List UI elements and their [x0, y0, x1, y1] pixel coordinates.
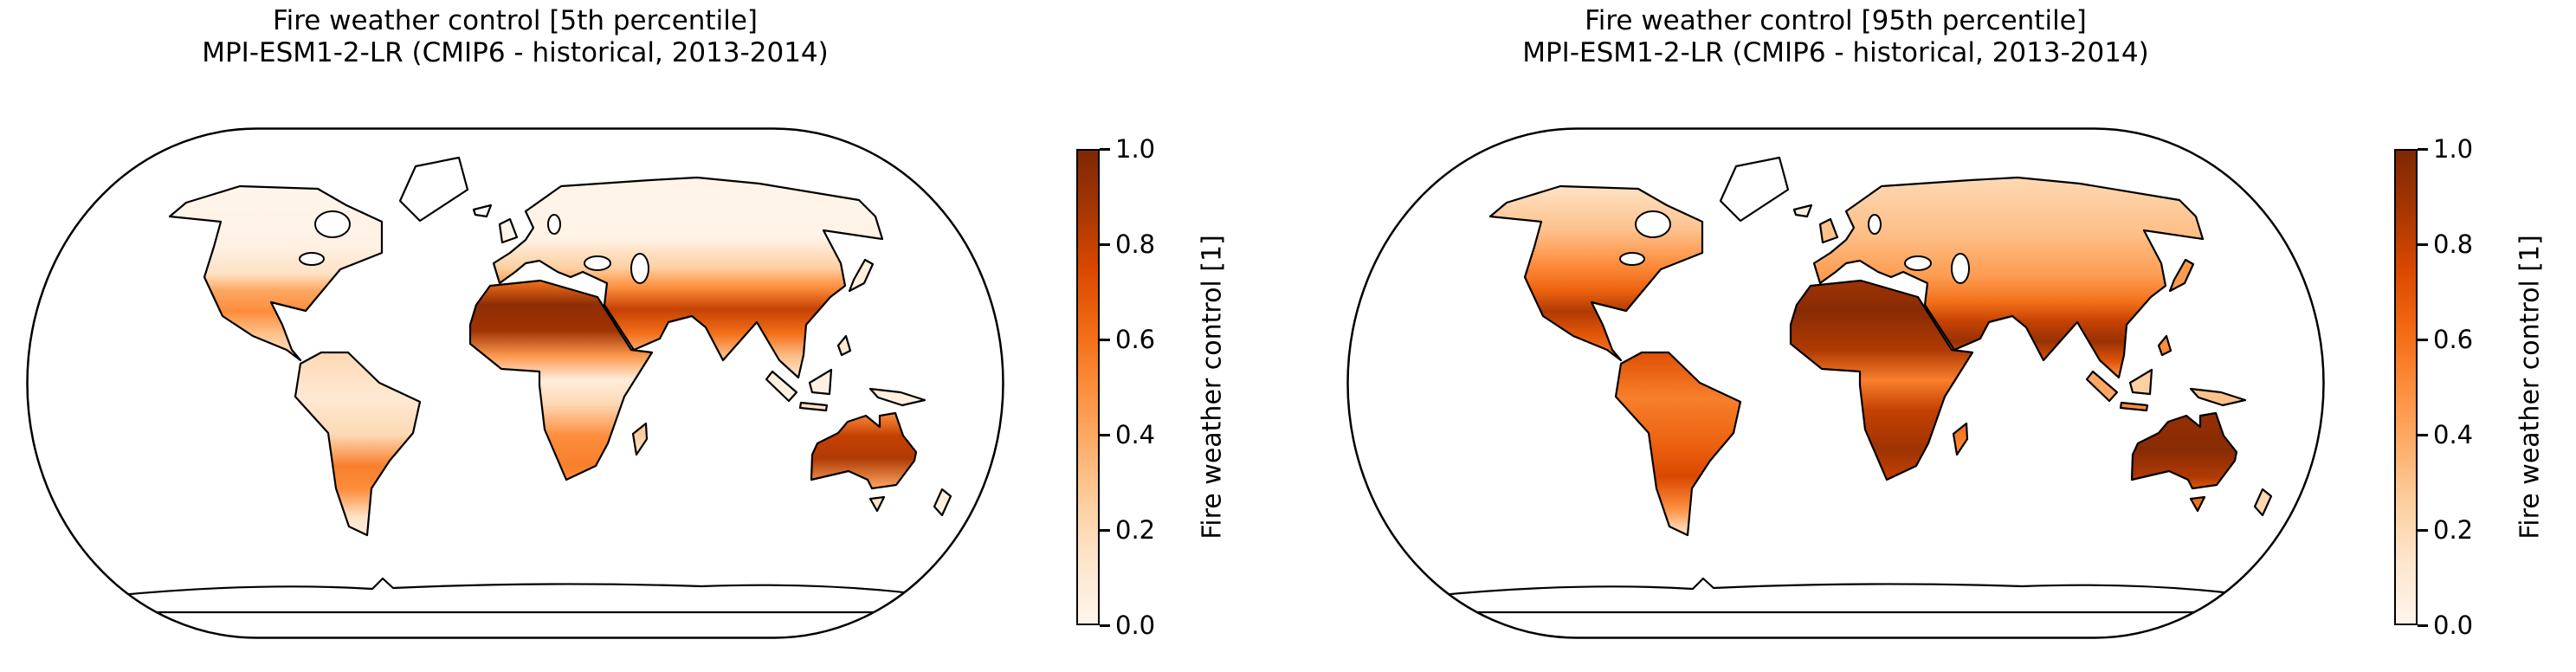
- colorbar-tick-label: 0.4: [1115, 420, 1156, 449]
- colorbar-tick-label: 0.6: [2433, 325, 2474, 354]
- continent-sumatra: [2085, 370, 2119, 403]
- continent-eurasia: [1812, 176, 2205, 379]
- colorbar-gradient: [1076, 149, 1100, 625]
- continent-borneo: [808, 368, 833, 396]
- colorbar-tick: [1100, 338, 1110, 341]
- colorbar-tick-label: 0.4: [2433, 420, 2474, 449]
- colorbar-tick: [2418, 338, 2428, 341]
- world-map-5th-percentile: [26, 127, 1004, 639]
- colorbar-tick-label: 0.8: [2433, 229, 2474, 259]
- colorbar-tick-label: 0.0: [2433, 611, 2474, 640]
- colorbar-tick-label: 0.2: [2433, 515, 2474, 545]
- colorbar-axis-label: Fire weather control [1]: [2515, 235, 2546, 540]
- continent-philippines: [2157, 334, 2172, 357]
- panel-95th-title-line-1: Fire weather control [95th percentile]: [1585, 5, 2087, 36]
- colorbar-tick-label: 0.0: [1115, 611, 1156, 640]
- colorbar-gradient: [2394, 149, 2418, 625]
- colorbar-tick-label: 0.2: [1115, 515, 1156, 545]
- map-border: [26, 127, 1004, 639]
- caspian-sea: [1951, 253, 1970, 284]
- continent-britain: [1818, 217, 1839, 244]
- panel-5th-title-line-1: Fire weather control [5th percentile]: [273, 5, 758, 36]
- great-lakes: [299, 252, 325, 266]
- continent-java: [2119, 401, 2149, 412]
- panel-95th-title-line-2: MPI-ESM1-2-LR (CMIP6 - historical, 2013-…: [1522, 37, 2149, 68]
- continent-madagascar: [631, 422, 649, 456]
- continent-antarctica: [76, 577, 959, 614]
- colorbar-tick: [2418, 433, 2428, 436]
- caspian-sea: [630, 253, 649, 284]
- colorbar-5th-percentile: 1.0 0.8 0.6 0.4 0.2 0.0 Fire weather control […: [1076, 134, 1258, 640]
- continent-iceland: [472, 204, 493, 218]
- continent-new-guinea: [2189, 387, 2247, 407]
- world-map-95th-percentile: [1346, 127, 2325, 639]
- hudson-bay: [314, 210, 351, 238]
- colorbar-tick-label: 0.6: [1115, 325, 1156, 354]
- continent-antarctica: [1397, 577, 2279, 614]
- continent-greenland: [398, 156, 469, 223]
- continent-australia: [810, 411, 918, 490]
- continent-japan: [848, 258, 875, 293]
- continent-tasmania: [868, 495, 886, 513]
- continent-new-zealand: [2253, 488, 2273, 517]
- continent-tasmania: [2189, 495, 2206, 513]
- map-border: [1346, 127, 2325, 639]
- panel-95th-title: Fire weather control [95th percentile] M…: [1346, 5, 2325, 69]
- baltic-sea: [1868, 214, 1882, 235]
- baltic-sea: [547, 214, 561, 235]
- colorbar-axis-label: Fire weather control [1]: [1197, 235, 1228, 540]
- continent-africa: [468, 279, 654, 481]
- colorbar-tick: [1100, 528, 1110, 532]
- continent-madagascar: [1952, 422, 1969, 456]
- panel-5th-title-line-2: MPI-ESM1-2-LR (CMIP6 - historical, 2013-…: [202, 37, 829, 68]
- black-sea: [1904, 255, 1932, 271]
- continent-new-guinea: [868, 387, 926, 407]
- continent-philippines: [836, 334, 852, 357]
- continent-south-america: [1614, 351, 1742, 537]
- continent-new-zealand: [933, 488, 952, 517]
- colorbar-tick-label: 1.0: [1115, 134, 1156, 164]
- colorbar-tick: [2418, 242, 2428, 246]
- continent-britain: [498, 217, 519, 244]
- colorbar-tick-label: 0.8: [1115, 229, 1156, 259]
- continent-eurasia: [492, 176, 884, 379]
- continent-south-america: [294, 351, 422, 537]
- continent-sumatra: [765, 370, 798, 403]
- colorbar-95th-percentile: 1.0 0.8 0.6 0.4 0.2 0.0 Fire weather control […: [2394, 134, 2576, 640]
- colorbar-tick: [1100, 624, 1110, 627]
- colorbar-tick: [1100, 147, 1110, 151]
- continent-greenland: [1719, 156, 1790, 223]
- continent-australia: [2130, 411, 2238, 490]
- colorbar-tick-label: 1.0: [2433, 134, 2474, 164]
- colorbar-tick: [2418, 624, 2428, 627]
- continent-iceland: [1792, 204, 1813, 218]
- colorbar-tick: [1100, 242, 1110, 246]
- hudson-bay: [1635, 210, 1671, 238]
- continent-java: [798, 401, 829, 412]
- continent-japan: [2168, 258, 2195, 293]
- continent-africa: [1789, 279, 1974, 481]
- continent-borneo: [2128, 368, 2153, 396]
- colorbar-tick: [2418, 147, 2428, 151]
- continent-north-america: [168, 184, 384, 362]
- continent-north-america: [1488, 184, 1704, 362]
- panel-5th-title: Fire weather control [5th percentile] MP…: [26, 5, 1004, 69]
- great-lakes: [1619, 252, 1645, 266]
- colorbar-tick: [2418, 528, 2428, 532]
- black-sea: [584, 255, 611, 271]
- colorbar-tick: [1100, 433, 1110, 436]
